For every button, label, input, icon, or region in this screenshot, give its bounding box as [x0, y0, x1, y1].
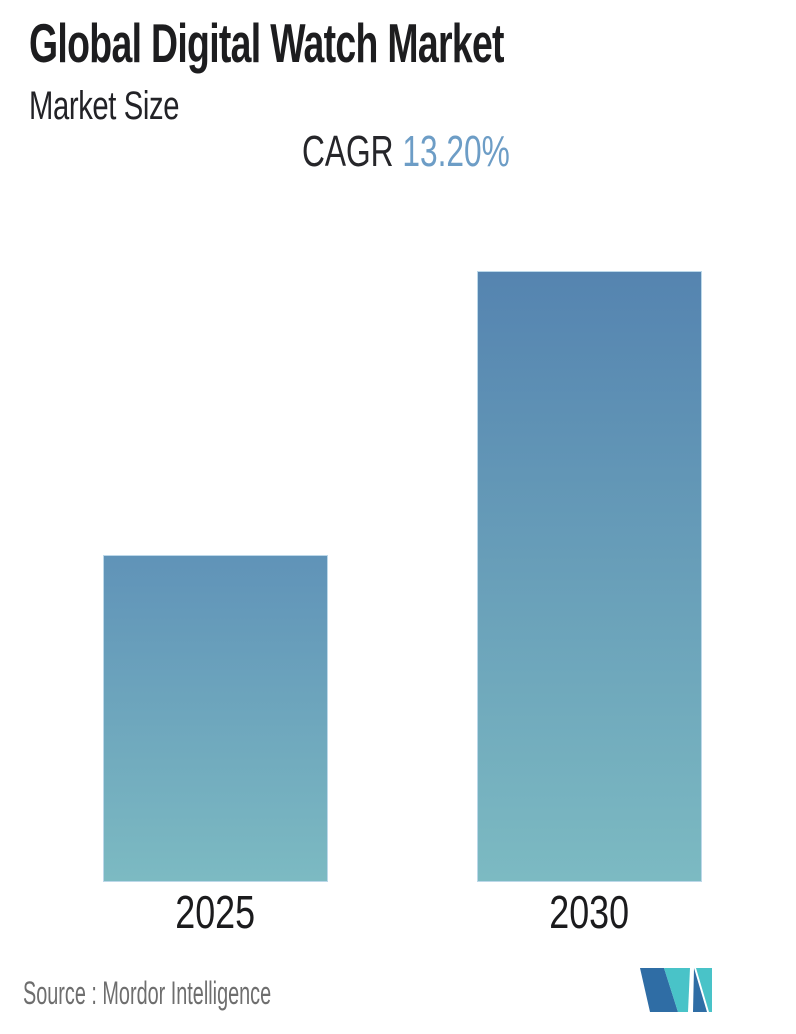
source-label: Source :: [23, 975, 97, 1011]
mordor-intelligence-logo: [640, 968, 712, 1012]
x-axis-label-2030: 2030: [549, 886, 630, 938]
page-title-text: Global Digital Watch Market: [29, 12, 505, 74]
source-attribution: Source : Mordor Intelligence: [23, 977, 423, 1009]
page-title: Global Digital Watch Market: [29, 16, 727, 71]
cagr-value: 13.20%: [402, 127, 510, 176]
x-axis-label-2025: 2025: [175, 886, 256, 938]
mordor-intelligence-logo-icon: [640, 968, 712, 1012]
cagr-annotation: CAGR 13.20%: [302, 130, 591, 174]
source-value: Mordor Intelligence: [96, 975, 272, 1011]
bar-2030: [477, 271, 702, 882]
chart-subtitle: Market Size: [29, 86, 235, 126]
chart-subtitle-text: Market Size: [29, 84, 180, 128]
bar-2025: [103, 555, 328, 882]
cagr-label: CAGR: [302, 127, 403, 176]
